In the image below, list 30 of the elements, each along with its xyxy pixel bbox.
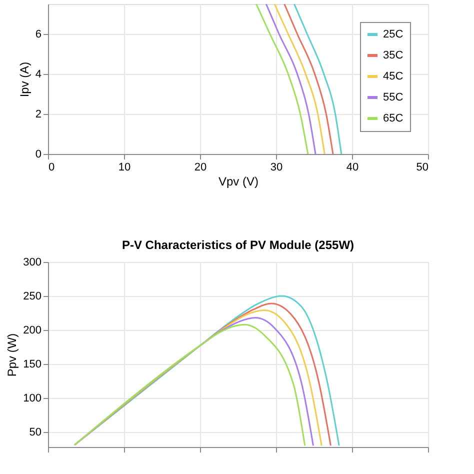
x-tick-label: 40 bbox=[346, 162, 359, 174]
legend-label: 55C bbox=[383, 92, 404, 104]
y-tick-label: 250 bbox=[23, 290, 42, 303]
y-tick-label: 6 bbox=[35, 28, 42, 40]
x-tick-label: 50 bbox=[416, 162, 428, 174]
y-tick-label: 300 bbox=[23, 256, 42, 268]
line-series bbox=[293, 4, 342, 154]
legend-label: 45C bbox=[383, 70, 404, 82]
y-tick-label: 2 bbox=[35, 108, 42, 120]
y-axis-title: Ppv (W) bbox=[5, 333, 20, 377]
line-series bbox=[255, 4, 309, 154]
x-tick-label: 10 bbox=[118, 162, 131, 174]
y-tick-label: 200 bbox=[23, 324, 42, 337]
y-tick-label: 100 bbox=[23, 392, 42, 405]
x-tick-label: 20 bbox=[194, 162, 207, 174]
legend-label: 25C bbox=[383, 28, 404, 40]
x-axis-title: Vpv (V) bbox=[218, 174, 259, 188]
y-axis-title: Ipv (A) bbox=[17, 62, 32, 98]
y-tick-label: 50 bbox=[29, 426, 42, 439]
y-tick-label: 4 bbox=[35, 68, 42, 80]
legend-label: 65C bbox=[383, 112, 404, 124]
chart-title: P-V Characteristics of PV Module (255W) bbox=[122, 238, 354, 252]
line-series bbox=[274, 4, 326, 154]
x-tick-label: 30 bbox=[270, 162, 283, 174]
x-tick-label: 0 bbox=[48, 162, 55, 174]
y-tick-label: 150 bbox=[23, 358, 42, 371]
y-tick-label: 0 bbox=[35, 148, 42, 160]
line-series bbox=[284, 4, 334, 154]
legend-label: 35C bbox=[383, 50, 404, 62]
line-series bbox=[265, 4, 316, 154]
